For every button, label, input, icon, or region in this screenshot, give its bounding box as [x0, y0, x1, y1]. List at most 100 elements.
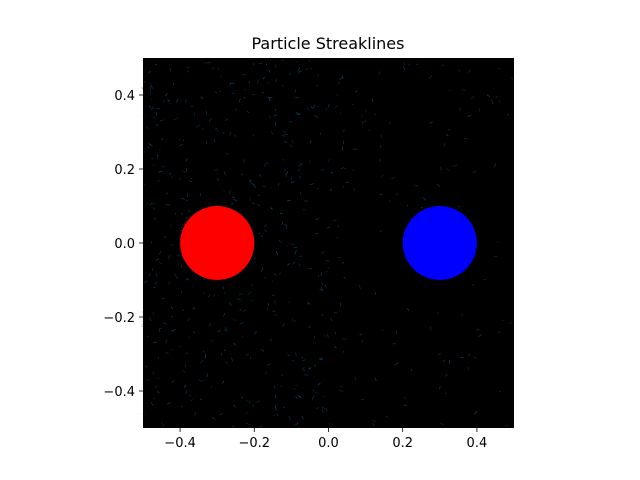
- streak: [279, 272, 281, 275]
- streak: [229, 190, 231, 195]
- plot-frame: [143, 58, 514, 428]
- streak: [194, 413, 196, 417]
- streak: [287, 263, 291, 266]
- streak: [145, 365, 148, 368]
- streak: [251, 202, 256, 205]
- streak: [277, 182, 280, 186]
- streak: [165, 338, 168, 343]
- streak: [444, 392, 448, 394]
- streak: [317, 187, 319, 190]
- streak: [308, 325, 311, 329]
- streak: [342, 166, 347, 170]
- streak: [262, 76, 265, 80]
- streak: [361, 115, 363, 117]
- y-tick-label: −0.2: [103, 311, 135, 326]
- streak: [152, 203, 156, 206]
- streak: [258, 173, 262, 177]
- streak: [203, 277, 205, 281]
- streak: [310, 67, 312, 70]
- streak: [210, 339, 214, 342]
- streak: [353, 188, 356, 192]
- streak: [223, 329, 228, 332]
- streak: [239, 293, 242, 295]
- streak: [273, 273, 278, 276]
- streak: [285, 173, 287, 178]
- streak: [158, 251, 162, 255]
- streak: [188, 180, 193, 182]
- streak: [403, 62, 406, 66]
- streak: [455, 164, 457, 166]
- streak: [305, 68, 308, 71]
- streaklines: [140, 56, 514, 429]
- streak: [281, 59, 285, 62]
- streak: [286, 171, 289, 175]
- streak: [217, 329, 221, 333]
- streak: [253, 62, 255, 66]
- streak: [211, 417, 216, 420]
- streak: [429, 326, 432, 331]
- streak: [298, 164, 301, 167]
- streak: [471, 96, 475, 99]
- x-tick-label: 0.0: [318, 436, 339, 451]
- streak: [251, 254, 254, 257]
- streak: [381, 174, 384, 178]
- streak: [343, 276, 347, 279]
- streak: [294, 250, 297, 255]
- streak: [168, 173, 172, 175]
- streak: [274, 108, 277, 111]
- streak: [159, 262, 163, 265]
- streak: [241, 335, 243, 338]
- streak: [269, 114, 272, 120]
- streak: [276, 384, 279, 386]
- streak: [342, 338, 346, 340]
- streak: [158, 171, 163, 173]
- streak: [374, 291, 377, 295]
- streak: [372, 422, 374, 427]
- streak: [372, 419, 376, 423]
- streak: [146, 335, 149, 338]
- streak: [199, 360, 204, 363]
- streak: [302, 359, 306, 362]
- streak: [271, 280, 274, 283]
- streak: [309, 140, 312, 144]
- streak: [144, 280, 148, 284]
- streak: [156, 377, 159, 379]
- streak: [317, 217, 320, 220]
- streak: [188, 209, 190, 213]
- streak: [183, 370, 185, 373]
- streak: [437, 352, 442, 356]
- y-tick-label: −0.4: [103, 385, 135, 400]
- streak: [291, 139, 294, 144]
- streak: [293, 320, 296, 322]
- streak: [233, 342, 237, 346]
- streak: [478, 334, 482, 338]
- streak: [240, 173, 244, 176]
- streak: [203, 61, 208, 64]
- streak: [177, 253, 180, 257]
- streak: [165, 93, 168, 97]
- streak: [303, 369, 306, 371]
- streak: [327, 159, 331, 163]
- streak: [448, 128, 451, 131]
- streak: [260, 267, 264, 273]
- streak: [245, 354, 249, 356]
- streak: [493, 163, 497, 168]
- streak: [280, 385, 283, 387]
- streak: [249, 81, 251, 84]
- streak: [312, 396, 314, 400]
- streak: [408, 63, 410, 66]
- streak: [329, 189, 332, 192]
- streak: [389, 200, 391, 203]
- x-tick-label: 0.2: [392, 436, 413, 451]
- streak: [159, 148, 161, 151]
- streak: [233, 404, 236, 408]
- streak: [239, 308, 243, 312]
- streak: [188, 394, 192, 397]
- streak: [170, 349, 173, 351]
- streak: [316, 406, 320, 410]
- streak: [319, 358, 322, 360]
- streak: [436, 183, 441, 187]
- streak: [478, 108, 481, 112]
- streak: [162, 423, 165, 428]
